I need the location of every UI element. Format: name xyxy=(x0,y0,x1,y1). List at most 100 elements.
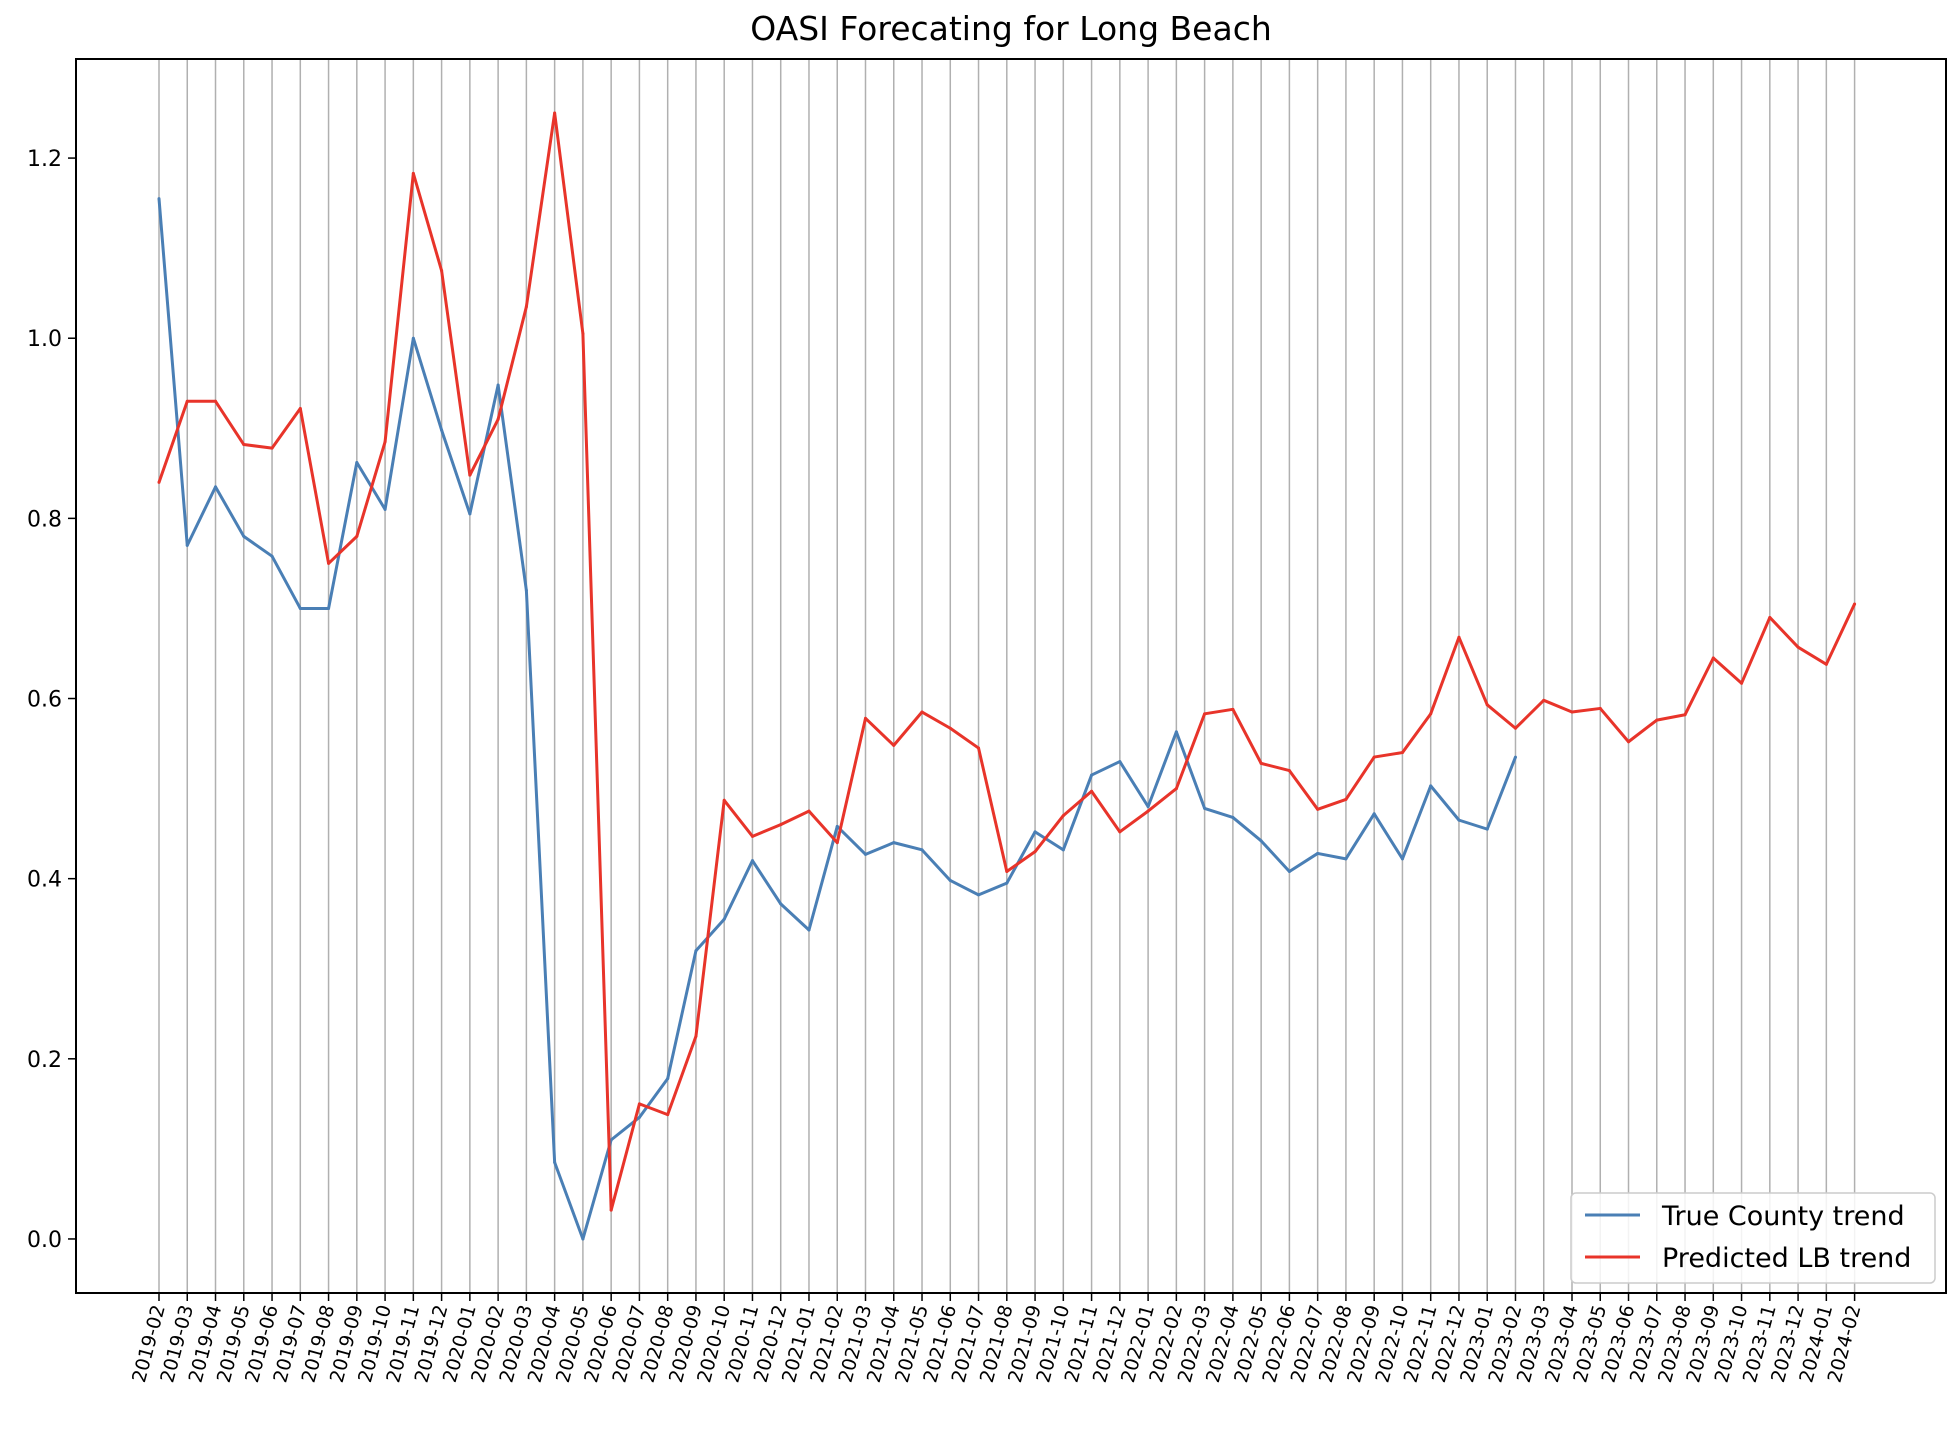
data-point xyxy=(1824,662,1828,666)
data-point xyxy=(468,473,472,477)
data-point xyxy=(609,1208,613,1212)
data-point xyxy=(1740,681,1744,685)
data-point xyxy=(1768,615,1772,619)
data-point xyxy=(298,606,302,610)
data-point xyxy=(214,485,218,489)
data-point xyxy=(1005,881,1009,885)
data-point xyxy=(581,1237,585,1241)
data-point xyxy=(1005,869,1009,873)
data-point xyxy=(157,480,161,484)
data-point xyxy=(1090,789,1094,793)
plot-frame xyxy=(75,58,1947,1294)
data-point xyxy=(1598,706,1602,710)
data-point xyxy=(1400,751,1404,755)
data-point xyxy=(807,809,811,813)
data-point xyxy=(1853,602,1857,606)
legend-label-0: True County trend xyxy=(1661,1201,1905,1232)
data-point xyxy=(553,111,557,115)
data-point xyxy=(411,336,415,340)
data-point xyxy=(553,1160,557,1164)
data-point xyxy=(1033,850,1037,854)
y-tick-label: 0.8 xyxy=(27,507,62,532)
data-point xyxy=(1203,712,1207,716)
data-point xyxy=(440,428,444,432)
data-point xyxy=(214,399,218,403)
data-point xyxy=(496,383,500,387)
data-point xyxy=(1344,797,1348,801)
data-point xyxy=(1090,773,1094,777)
data-point xyxy=(242,443,246,447)
data-point xyxy=(1400,857,1404,861)
data-point xyxy=(1259,839,1263,843)
data-point xyxy=(1513,755,1517,759)
grid-layer xyxy=(158,59,1856,1293)
data-point xyxy=(1711,656,1715,660)
data-point xyxy=(524,588,528,592)
data-point xyxy=(298,406,302,410)
legend-label-1: Predicted LB trend xyxy=(1662,1243,1911,1274)
data-point xyxy=(864,852,867,856)
data-point xyxy=(1287,869,1291,873)
data-point xyxy=(1146,809,1150,813)
series-layer xyxy=(157,111,1857,1241)
legend-box xyxy=(1570,1192,1936,1284)
data-point xyxy=(355,461,359,465)
data-point xyxy=(1513,726,1517,730)
data-point xyxy=(750,834,754,838)
data-point xyxy=(496,417,500,421)
data-point xyxy=(977,746,981,750)
data-point xyxy=(1146,805,1150,809)
data-point xyxy=(468,512,472,516)
data-point xyxy=(1118,830,1122,834)
y-tick-label: 0.0 xyxy=(27,1228,62,1253)
data-point xyxy=(892,743,896,747)
data-point xyxy=(1457,818,1461,822)
data-point xyxy=(694,949,698,953)
data-point xyxy=(948,726,952,730)
data-point xyxy=(1372,812,1376,816)
data-point xyxy=(1061,848,1065,852)
data-point xyxy=(666,1113,670,1117)
data-point xyxy=(1485,827,1489,831)
data-point xyxy=(1033,830,1037,834)
data-point xyxy=(694,1034,698,1038)
data-point xyxy=(666,1077,670,1081)
y-tick-label: 1.2 xyxy=(27,147,62,172)
data-point xyxy=(1372,755,1376,759)
data-point xyxy=(242,534,246,538)
data-point xyxy=(1203,806,1207,810)
data-point xyxy=(1174,787,1178,791)
data-point xyxy=(383,440,387,444)
data-point xyxy=(1457,635,1461,639)
data-point xyxy=(835,841,839,845)
data-point xyxy=(637,1115,641,1119)
data-point xyxy=(1316,807,1320,811)
legend: True County trend Predicted LB trend xyxy=(1570,1192,1936,1284)
data-point xyxy=(1627,740,1631,744)
data-point xyxy=(948,878,952,882)
data-point xyxy=(1061,814,1065,818)
data-point xyxy=(1542,698,1546,702)
data-point xyxy=(411,171,415,175)
data-point xyxy=(524,305,528,309)
data-point xyxy=(864,716,867,720)
data-point xyxy=(1259,761,1263,765)
data-point xyxy=(327,606,331,610)
y-tick-label: 1.0 xyxy=(27,327,62,352)
data-point xyxy=(1570,710,1574,714)
data-point xyxy=(722,798,726,802)
data-point xyxy=(1655,718,1659,722)
data-point xyxy=(1316,851,1320,855)
data-point xyxy=(1287,769,1291,773)
data-point xyxy=(892,841,896,845)
data-point xyxy=(1231,707,1235,711)
data-point xyxy=(722,917,726,921)
data-point xyxy=(157,197,161,201)
chart-title: OASI Forecating for Long Beach xyxy=(750,9,1272,48)
data-point xyxy=(185,543,189,547)
data-point xyxy=(1683,713,1687,717)
y-tick-label: 0.2 xyxy=(27,1048,62,1073)
y-tick-label: 0.6 xyxy=(27,688,62,713)
data-point xyxy=(327,561,331,565)
